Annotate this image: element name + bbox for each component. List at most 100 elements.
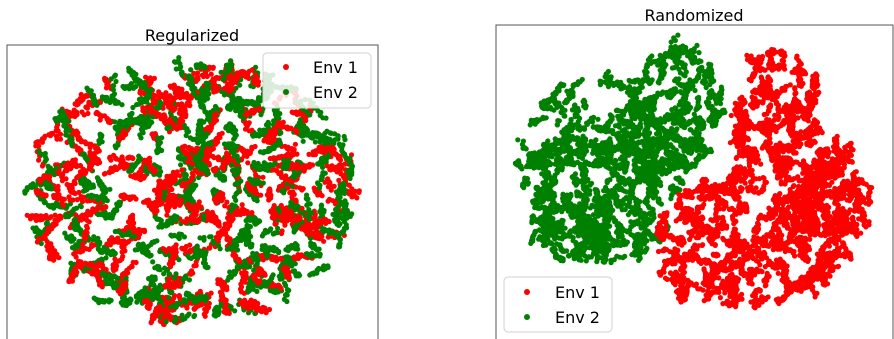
point-env1 — [303, 228, 309, 234]
point-env2 — [347, 213, 353, 219]
point-env1 — [195, 74, 201, 80]
point-env1 — [152, 210, 158, 216]
point-env1 — [179, 167, 185, 173]
point-env1 — [117, 257, 123, 264]
point-env2 — [178, 162, 184, 168]
point-env1 — [137, 90, 143, 96]
point-env1 — [202, 313, 208, 319]
point-env2 — [226, 274, 232, 280]
point-env1 — [257, 107, 263, 113]
point-env2 — [251, 256, 257, 262]
point-env2 — [122, 302, 128, 308]
point-env2 — [113, 145, 119, 151]
point-env2 — [278, 130, 284, 136]
point-env2 — [337, 244, 343, 250]
point-env2 — [327, 140, 333, 146]
point-env2 — [22, 188, 28, 194]
point-env1 — [47, 133, 53, 139]
point-env2 — [337, 210, 343, 216]
point-env2 — [147, 88, 153, 94]
point-env2 — [342, 210, 348, 217]
point-env2 — [41, 200, 48, 206]
point-env1 — [317, 192, 323, 198]
point-env1 — [37, 179, 43, 185]
point-env2 — [259, 233, 265, 239]
point-env2 — [277, 111, 283, 117]
point-env1 — [61, 196, 67, 202]
point-env2 — [195, 140, 201, 146]
point-env2 — [213, 313, 219, 319]
point-env2 — [316, 185, 322, 191]
point-env2 — [289, 263, 295, 269]
point-env2 — [138, 97, 144, 103]
point-env1 — [74, 197, 80, 203]
point-env2 — [249, 132, 255, 138]
point-env2 — [173, 271, 179, 277]
point-env2 — [202, 264, 208, 270]
point-env2 — [260, 180, 266, 186]
point-env2 — [170, 303, 176, 309]
point-env1 — [188, 271, 194, 277]
point-env2 — [185, 253, 191, 259]
point-env1 — [242, 126, 249, 132]
point-env2 — [322, 140, 328, 147]
point-env2 — [160, 222, 166, 228]
point-env2 — [341, 216, 347, 222]
point-env1 — [179, 86, 185, 92]
point-env1 — [269, 215, 275, 221]
point-env1 — [165, 282, 171, 288]
point-env2 — [108, 76, 114, 82]
point-env2 — [244, 264, 250, 270]
point-env2 — [203, 86, 209, 93]
point-env2 — [130, 104, 136, 111]
point-env2 — [49, 186, 55, 192]
point-env1 — [91, 269, 97, 276]
point-env1 — [216, 219, 222, 225]
point-env1 — [96, 148, 102, 154]
point-env1 — [116, 287, 122, 293]
point-env2 — [190, 90, 197, 96]
point-env1 — [213, 200, 220, 206]
point-env2 — [234, 264, 240, 270]
point-env2 — [154, 150, 160, 156]
point-env1 — [107, 120, 113, 126]
point-env2 — [252, 221, 259, 227]
point-env1 — [306, 151, 312, 157]
point-env2 — [239, 108, 245, 114]
point-env2 — [116, 203, 122, 209]
point-env1 — [116, 136, 122, 143]
point-env1 — [57, 136, 64, 142]
point-env2 — [164, 125, 170, 131]
point-env2 — [221, 92, 227, 98]
point-env1 — [99, 284, 105, 290]
point-env1 — [289, 146, 295, 152]
point-env1 — [225, 215, 231, 221]
point-env2 — [347, 175, 353, 182]
point-env1 — [151, 169, 157, 175]
point-env1 — [327, 167, 333, 173]
point-env1 — [208, 71, 214, 77]
point-env1 — [60, 202, 67, 208]
point-env1 — [308, 226, 314, 232]
point-env1 — [203, 148, 210, 155]
point-env1 — [189, 175, 195, 181]
point-env2 — [159, 135, 165, 141]
point-env1 — [280, 206, 286, 212]
point-env1 — [266, 197, 272, 203]
point-env1 — [215, 157, 221, 163]
point-env1 — [43, 193, 49, 199]
point-env2 — [276, 248, 282, 255]
point-env1 — [111, 268, 117, 274]
point-env1 — [255, 82, 261, 88]
point-env1 — [177, 296, 183, 302]
point-env2 — [291, 227, 297, 233]
point-env1 — [228, 87, 234, 93]
point-env2 — [196, 174, 202, 181]
point-env1 — [101, 171, 107, 177]
point-env2 — [134, 299, 140, 305]
point-env2 — [233, 197, 239, 203]
point-env1 — [313, 227, 319, 233]
point-env1 — [354, 195, 360, 201]
point-env1 — [83, 104, 89, 110]
point-env2 — [148, 282, 154, 288]
